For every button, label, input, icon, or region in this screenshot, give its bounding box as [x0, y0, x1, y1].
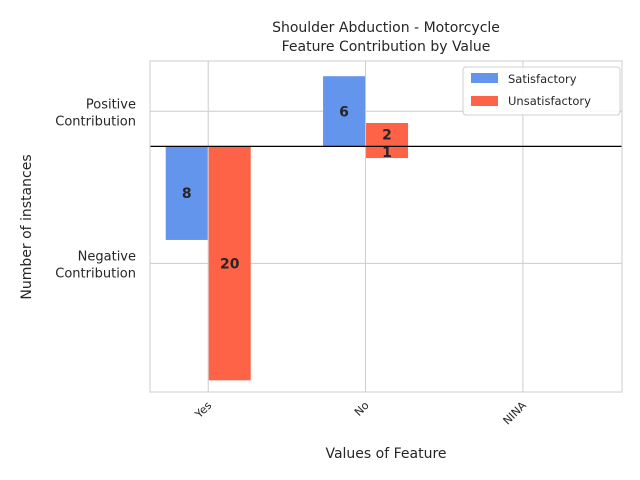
y-tick-label-line: Contribution: [55, 114, 136, 129]
x-tick-labels: Yes No NINA: [192, 399, 529, 428]
bars: [165, 76, 409, 381]
chart-title: Shoulder Abduction - Motorcycle: [272, 20, 500, 36]
y-tick-label-line: Negative: [78, 249, 136, 264]
legend-swatch-satisfactory: [471, 73, 498, 83]
x-tick-label: NINA: [501, 399, 530, 428]
y-tick-labels: Positive Contribution Negative Contribution: [55, 97, 136, 281]
bar-value-label: 8: [182, 186, 192, 202]
bar-value-label: 20: [220, 256, 240, 272]
plot-frame: [149, 60, 623, 393]
y-axis-label: Number of instances: [19, 154, 35, 299]
legend-frame: [462, 66, 621, 116]
bar-unsatisfactory: [208, 146, 251, 381]
x-tick-label: No: [352, 399, 372, 419]
bar-unsatisfactory: [366, 122, 409, 159]
bar-labels: 8 20 6 21: [182, 104, 392, 272]
y-tick-label-line: Contribution: [55, 266, 136, 281]
y-tick-label-line: Positive: [86, 97, 136, 112]
bar-value-label: 6: [339, 104, 349, 120]
bar-satisfactory: [165, 146, 208, 240]
y-tick-label: Negative Contribution: [55, 249, 136, 281]
bar-value-label: 2: [382, 128, 392, 144]
bar-satisfactory: [323, 76, 366, 147]
chart-subtitle: Feature Contribution by Value: [282, 39, 491, 55]
x-axis-label: Values of Feature: [325, 446, 446, 462]
legend-label-satisfactory: Satisfactory: [508, 72, 577, 86]
y-tick-label: Positive Contribution: [55, 97, 136, 129]
legend-label-unsatisfactory: Unsatisfactory: [508, 94, 591, 108]
x-tick-label: Yes: [192, 399, 215, 422]
legend: Satisfactory Unsatisfactory: [462, 66, 621, 116]
bar-value-label: 1: [382, 145, 392, 161]
legend-swatch-unsatisfactory: [471, 96, 498, 106]
